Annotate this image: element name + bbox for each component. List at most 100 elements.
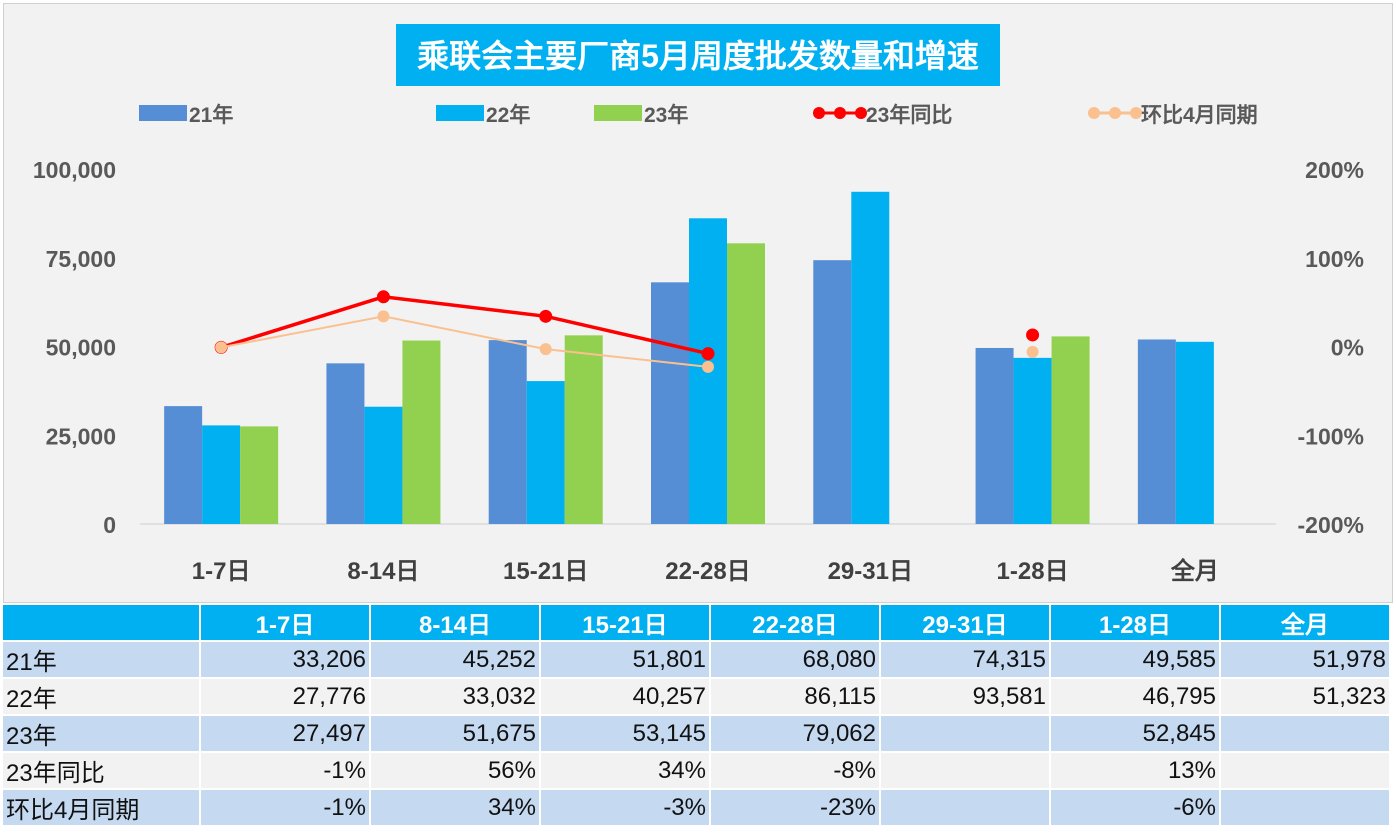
line-环比4月同期: [220, 315, 709, 368]
table-cell: 51,323: [1221, 679, 1389, 714]
table-cell: 33,032: [371, 679, 539, 714]
table-cell: 1-7日: [201, 605, 369, 640]
table-cell: 74,315: [881, 642, 1049, 677]
line-23年同比: [220, 295, 709, 356]
table-cell: 27,497: [201, 716, 369, 751]
table-row: 23年 27,497 51,675 53,145 79,062 52,845: [3, 716, 1389, 751]
table-cell: 40,257: [541, 679, 709, 714]
table-cell: [881, 790, 1049, 825]
table-cell: 22年: [3, 679, 199, 714]
table-cell: 全月: [1221, 605, 1389, 640]
legend-label: 环比4月同期: [1141, 104, 1258, 127]
legend-label: 23年同比: [866, 103, 952, 127]
bar-23年: [564, 335, 603, 524]
x-tick: 8-14日: [347, 558, 419, 585]
x-tick: 全月: [1170, 557, 1219, 585]
x-tick: 1-7日: [192, 558, 251, 585]
point-23年同比: [376, 290, 390, 304]
table-cell: 29-31日: [881, 605, 1049, 640]
point-环比4月同期: [377, 310, 390, 323]
table-cell: -8%: [711, 753, 879, 788]
point-环比4月同期: [539, 343, 552, 356]
y-right-tick: -100%: [1298, 423, 1364, 449]
table-cell: 15-21日: [541, 605, 709, 640]
table-cell: 93,581: [881, 679, 1049, 714]
table-cell: 8-14日: [371, 605, 539, 640]
y-right-tick: 0%: [1331, 335, 1364, 361]
x-tick: 1-28日: [997, 558, 1069, 585]
table-cell: 34%: [541, 753, 709, 788]
chart-title: 乘联会主要厂商5月周度批发数量和增速: [417, 38, 979, 74]
legend-marker: [855, 107, 867, 119]
y-right-tick: 200%: [1305, 157, 1364, 183]
table-cell: -1%: [201, 790, 369, 825]
y-right-tick: 100%: [1305, 246, 1364, 272]
table-cell: 33,206: [201, 642, 369, 677]
chart-area: 乘联会主要厂商5月周度批发数量和增速 21年 22年 23年 23年同比 环比4月同期 0 2…: [3, 3, 1393, 603]
legend-label: 23年: [644, 103, 688, 127]
table-cell: [1221, 790, 1389, 825]
table-cell: 21年: [3, 642, 199, 677]
combo-chart: 乘联会主要厂商5月周度批发数量和增速 21年 22年 23年 23年同比 环比4月同期 0 2…: [33, 24, 1364, 585]
table-cell: 52,845: [1051, 716, 1219, 751]
table-row: 21年 33,206 45,252 51,801 68,080 74,315 49,585 5…: [3, 642, 1389, 677]
y-right-tick: -200%: [1298, 512, 1364, 538]
table-cell: 56%: [371, 753, 539, 788]
table-cell: 68,080: [711, 642, 879, 677]
table-cell: 22-28日: [711, 605, 879, 640]
bar-22年: [1175, 341, 1214, 524]
table-cell: 46,795: [1051, 679, 1219, 714]
table-cell: 51,801: [541, 642, 709, 677]
table-cell: [1221, 716, 1389, 751]
bar-22年: [1013, 357, 1052, 524]
point-23年同比: [701, 347, 715, 361]
table-cell: 49,585: [1051, 642, 1219, 677]
table-cell: -23%: [711, 790, 879, 825]
legend-swatch: [594, 105, 642, 121]
table-cell: [3, 605, 199, 640]
point-环比4月同期: [1026, 345, 1039, 358]
bar-21年: [488, 340, 527, 524]
legend-marker: [813, 107, 825, 119]
table-cell: [1221, 753, 1389, 788]
table-cell: 23年: [3, 716, 199, 751]
point-23年同比: [539, 309, 553, 323]
table-cell: 34%: [371, 790, 539, 825]
bar-21年: [813, 260, 852, 524]
y-left-tick: 25,000: [46, 423, 116, 449]
table-cell: 53,145: [541, 716, 709, 751]
bar-21年: [326, 363, 365, 524]
title-box: [396, 24, 1000, 86]
data-table: 1-7日 8-14日 15-21日 22-28日 29-31日 1-28日 全月 21年 33,…: [1, 603, 1391, 827]
table-cell: [881, 753, 1049, 788]
y-left-tick: 75,000: [46, 246, 116, 272]
bar-23年: [402, 340, 441, 524]
bar-23年: [240, 426, 279, 524]
table-cell: [881, 716, 1049, 751]
bar-21年: [975, 347, 1014, 524]
bar-21年: [1137, 339, 1176, 524]
y-left-tick: 0: [103, 512, 116, 538]
table-header: 1-7日 8-14日 15-21日 22-28日 29-31日 1-28日 全月: [3, 605, 1389, 640]
legend-marker: [834, 107, 846, 119]
bar-22年: [851, 191, 890, 524]
table-cell: 51,675: [371, 716, 539, 751]
bar-22年: [526, 381, 565, 524]
point-环比4月同期: [215, 341, 228, 354]
legend-label: 21年: [189, 103, 233, 127]
table-cell: 79,062: [711, 716, 879, 751]
bar-22年: [364, 406, 403, 524]
legend-marker: [1130, 107, 1142, 119]
table-cell: 1-28日: [1051, 605, 1219, 640]
table-row: 23年同比 -1% 56% 34% -8% 13%: [3, 753, 1389, 788]
legend-swatch: [436, 105, 484, 121]
x-tick: 22-28日: [665, 558, 750, 585]
x-tick: 29-31日: [828, 558, 913, 585]
bar-21年: [651, 282, 689, 524]
legend-marker: [1088, 107, 1100, 119]
bar-21年: [164, 406, 203, 524]
table-row: 22年 27,776 33,032 40,257 86,115 93,581 46,795 5…: [3, 679, 1389, 714]
table-cell: 13%: [1051, 753, 1219, 788]
point-环比4月同期: [702, 360, 714, 373]
table-cell: -3%: [541, 790, 709, 825]
